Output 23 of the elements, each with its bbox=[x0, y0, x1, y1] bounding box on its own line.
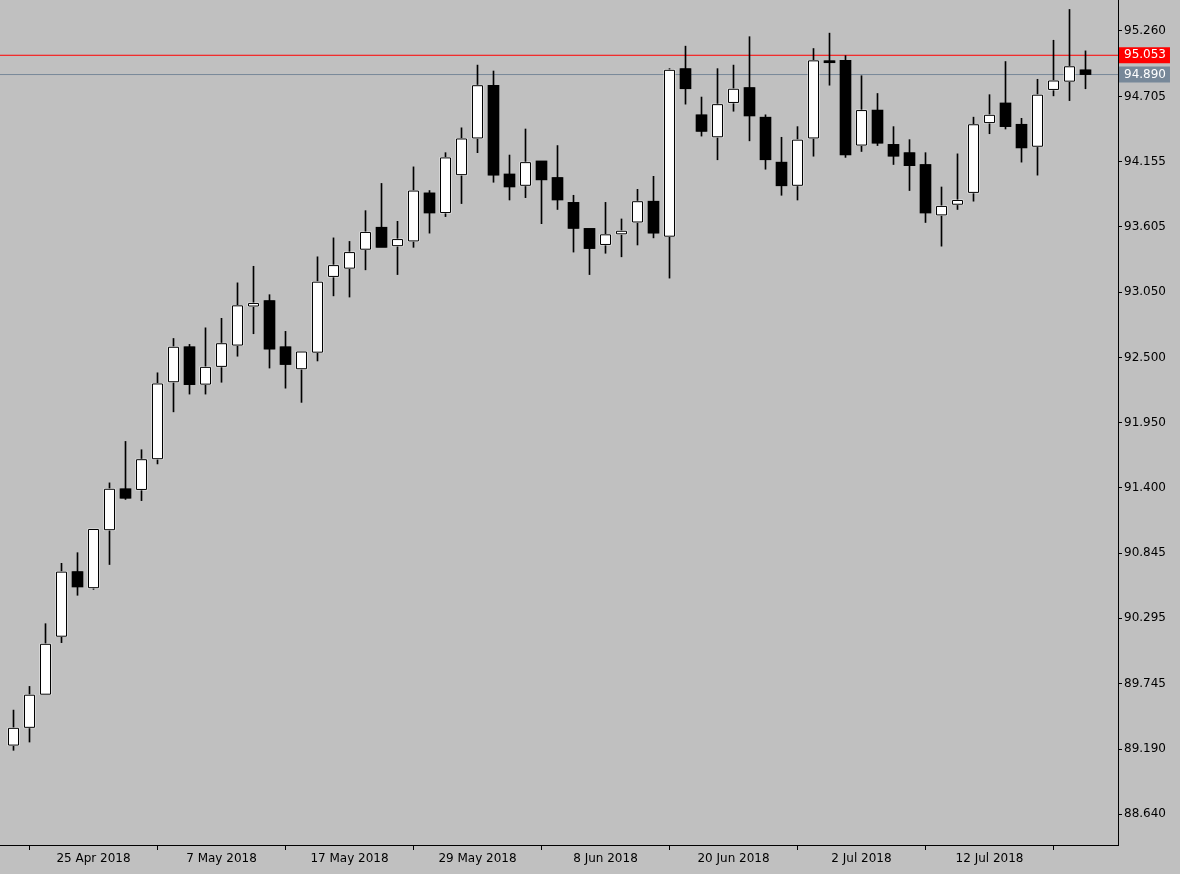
y-tick-label: 92.500 bbox=[1124, 349, 1166, 364]
x-tick-label: 17 May 2018 bbox=[310, 851, 389, 866]
y-tick-label: 89.190 bbox=[1124, 741, 1166, 756]
y-tick-label: 91.950 bbox=[1124, 414, 1166, 429]
x-tick-label: 29 May 2018 bbox=[438, 851, 517, 866]
x-tick-label: 2 Jul 2018 bbox=[831, 851, 892, 866]
y-tick-label: 89.745 bbox=[1124, 675, 1166, 690]
y-tick-label: 93.605 bbox=[1124, 218, 1166, 233]
y-tick-label: 93.050 bbox=[1124, 284, 1166, 299]
x-tick-label: 25 Apr 2018 bbox=[56, 851, 131, 866]
x-tick-label: 12 Jul 2018 bbox=[955, 851, 1024, 866]
y-tick-label: 94.155 bbox=[1124, 153, 1166, 168]
ref-line-label: 95.053 bbox=[1124, 47, 1166, 62]
y-tick-label: 94.705 bbox=[1124, 88, 1166, 103]
x-tick-label: 20 Jun 2018 bbox=[697, 851, 770, 866]
y-tick-label: 95.260 bbox=[1124, 22, 1166, 37]
y-tick-label: 91.400 bbox=[1124, 479, 1166, 494]
y-tick-label: 88.640 bbox=[1124, 806, 1166, 821]
y-tick-label: 90.845 bbox=[1124, 545, 1166, 560]
x-tick-label: 7 May 2018 bbox=[186, 851, 257, 866]
x-tick-label: 8 Jun 2018 bbox=[573, 851, 638, 866]
y-tick-label: 90.295 bbox=[1124, 610, 1166, 625]
ref-line-label: 94.890 bbox=[1124, 66, 1166, 81]
